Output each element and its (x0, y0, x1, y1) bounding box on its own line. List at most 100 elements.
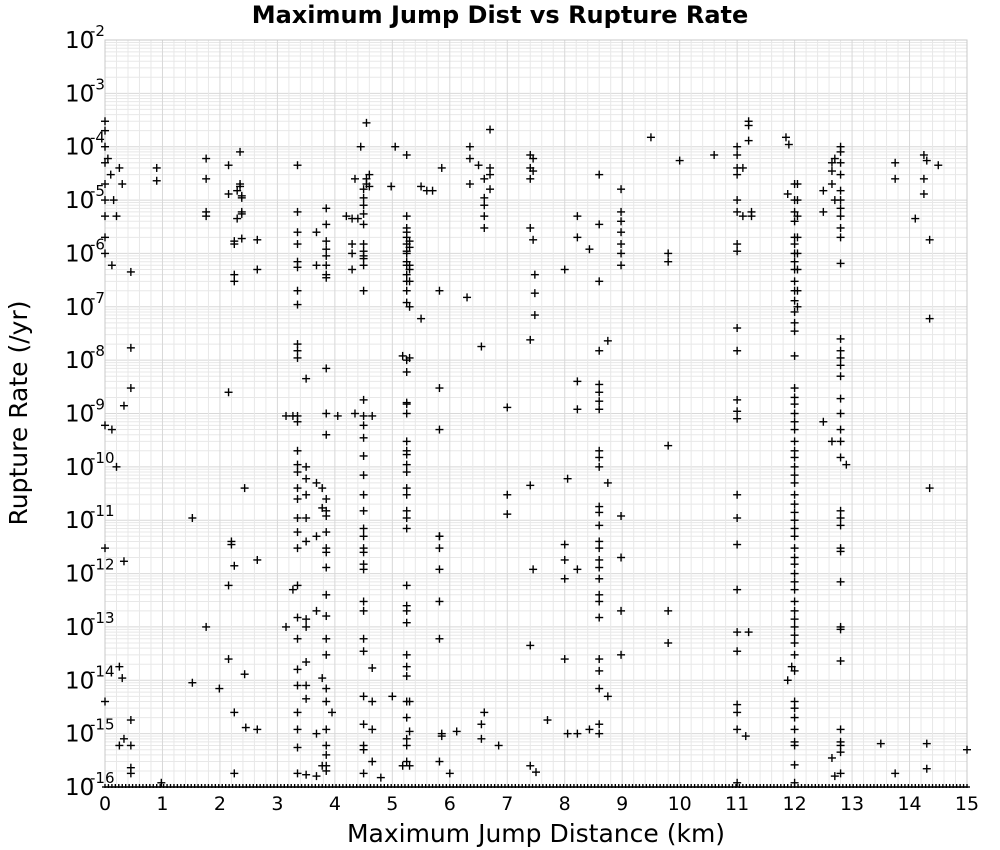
data-point (293, 286, 302, 295)
data-point (445, 769, 454, 778)
data-point (876, 739, 885, 748)
data-point (790, 597, 799, 606)
data-point (398, 761, 407, 770)
data-point (224, 189, 233, 198)
data-point (617, 228, 626, 237)
data-point (115, 163, 124, 172)
data-point (617, 511, 626, 520)
x-tick-label: 3 (271, 793, 283, 815)
y-tick-base: 10 (65, 508, 94, 534)
data-point (836, 233, 845, 242)
data-point (359, 647, 368, 656)
data-point (359, 209, 368, 218)
data-point (595, 462, 604, 471)
data-point (738, 163, 747, 172)
data-point (617, 553, 626, 562)
data-point (435, 532, 444, 541)
data-point (359, 769, 368, 778)
x-tick-label: 1 (156, 793, 168, 815)
data-point (790, 638, 799, 647)
data-point (573, 565, 582, 574)
data-point (118, 674, 127, 683)
data-point (560, 265, 569, 274)
y-tick-base: 10 (65, 668, 94, 694)
data-point (402, 286, 411, 295)
data-point (790, 471, 799, 480)
data-point (405, 353, 414, 362)
y-tick-exponent: -12 (90, 556, 115, 574)
data-point (224, 161, 233, 170)
data-point (359, 451, 368, 460)
data-point (595, 563, 604, 572)
data-point (437, 732, 446, 741)
data-point (359, 597, 368, 606)
data-point (790, 425, 799, 434)
data-point (368, 663, 377, 672)
data-point (827, 158, 836, 167)
data-point (784, 140, 793, 149)
data-point (790, 207, 799, 216)
data-point (790, 400, 799, 409)
y-tick-base: 10 (65, 615, 94, 641)
data-point (783, 189, 792, 198)
y-tick-exponent: -4 (90, 129, 105, 147)
data-point (595, 453, 604, 462)
data-point (790, 532, 799, 541)
data-point (530, 270, 539, 279)
data-point (733, 407, 742, 416)
data-point (126, 716, 135, 725)
data-point (465, 180, 474, 189)
data-point (790, 577, 799, 586)
data-point (322, 725, 331, 734)
data-point (790, 478, 799, 487)
data-point (368, 411, 377, 420)
data-point (836, 437, 845, 446)
data-point (348, 240, 357, 249)
y-tick-base: 10 (65, 348, 94, 374)
data-point (595, 521, 604, 530)
data-point (435, 286, 444, 295)
data-point (109, 196, 118, 205)
data-point (790, 257, 799, 266)
data-point (532, 768, 540, 777)
data-point (480, 223, 489, 232)
x-tick-label: 4 (329, 793, 341, 815)
data-point (230, 240, 239, 249)
data-point (790, 569, 799, 578)
data-point (405, 727, 414, 736)
data-point (793, 180, 802, 189)
data-point (617, 261, 626, 270)
x-tick-label: 11 (725, 793, 749, 815)
y-tick-exponent: -8 (90, 342, 105, 360)
data-point (781, 133, 790, 142)
data-point (359, 286, 368, 295)
data-point (188, 678, 197, 687)
data-point (333, 411, 342, 420)
data-point (405, 302, 414, 311)
data-point (240, 670, 249, 679)
data-point (573, 405, 582, 414)
data-point (101, 544, 109, 553)
x-tick-label: 10 (668, 793, 692, 815)
y-tick-exponent: -5 (90, 182, 105, 200)
data-point (107, 425, 116, 434)
data-point (224, 581, 233, 590)
data-point (359, 193, 368, 202)
data-point (790, 544, 799, 553)
data-point (595, 655, 604, 664)
data-point (437, 163, 446, 172)
y-axis-label: Rupture Rate (/yr) (4, 301, 33, 526)
data-point (733, 150, 742, 159)
data-point (402, 400, 411, 409)
data-point (664, 638, 673, 647)
data-point (318, 503, 327, 512)
data-point (322, 612, 331, 621)
data-point (603, 692, 612, 701)
data-point (595, 380, 604, 389)
data-point (733, 725, 742, 734)
data-point (356, 142, 365, 151)
data-point (790, 615, 799, 624)
data-point (465, 142, 474, 151)
data-point (402, 490, 411, 499)
data-point (359, 565, 368, 574)
